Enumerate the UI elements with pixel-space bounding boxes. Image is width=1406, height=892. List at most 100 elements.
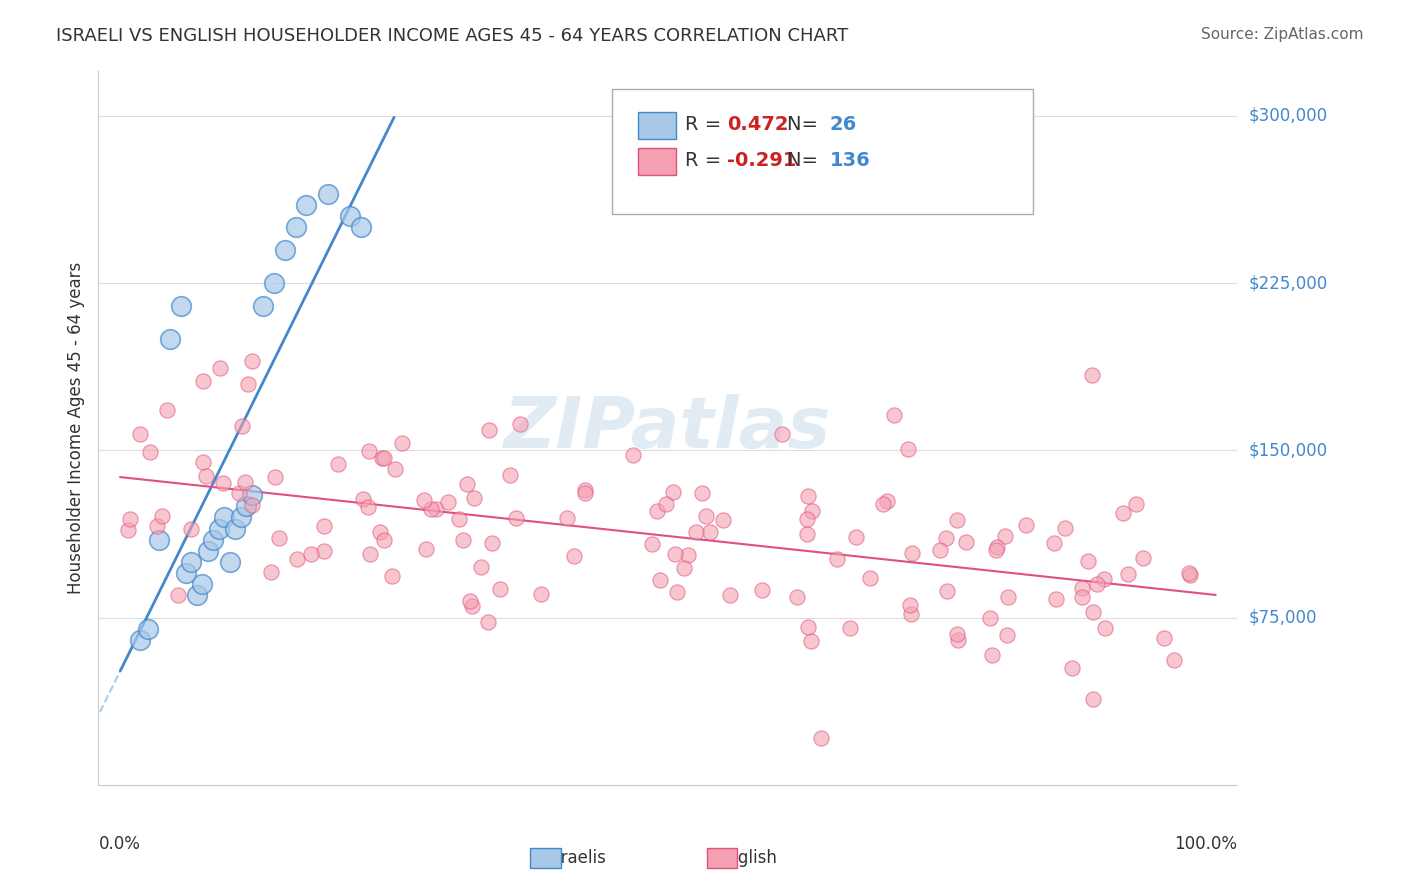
Point bbox=[413, 493, 436, 508]
Point bbox=[935, 531, 957, 545]
Point bbox=[574, 486, 596, 500]
Point bbox=[180, 555, 202, 569]
Point bbox=[314, 544, 336, 558]
Point bbox=[946, 513, 969, 527]
Point bbox=[929, 543, 952, 558]
Point bbox=[838, 621, 860, 635]
Text: Source: ZipAtlas.com: Source: ZipAtlas.com bbox=[1201, 27, 1364, 42]
Point bbox=[797, 489, 820, 503]
Point bbox=[218, 555, 240, 569]
Text: ZIPatlas: ZIPatlas bbox=[505, 393, 831, 463]
Point bbox=[437, 494, 460, 508]
Point bbox=[359, 444, 381, 458]
Point bbox=[1094, 573, 1116, 587]
Point bbox=[1083, 605, 1105, 619]
Point bbox=[167, 588, 190, 602]
FancyBboxPatch shape bbox=[530, 848, 561, 868]
Point bbox=[786, 590, 808, 604]
Point bbox=[224, 521, 246, 535]
Point bbox=[373, 450, 395, 465]
Point bbox=[664, 547, 686, 561]
Point bbox=[1085, 577, 1108, 591]
Point bbox=[1054, 521, 1077, 535]
Point bbox=[900, 607, 922, 622]
Point bbox=[458, 594, 481, 608]
Point bbox=[152, 509, 174, 524]
Point bbox=[796, 512, 818, 526]
Y-axis label: Householder Income Ages 45 - 64 years: Householder Income Ages 45 - 64 years bbox=[66, 262, 84, 594]
Point bbox=[368, 524, 391, 539]
Point bbox=[228, 486, 250, 500]
Point bbox=[214, 510, 236, 524]
Text: 100.0%: 100.0% bbox=[1174, 835, 1237, 853]
Point bbox=[810, 731, 832, 746]
Point bbox=[1163, 653, 1185, 667]
Point bbox=[509, 417, 531, 431]
Text: 136: 136 bbox=[830, 151, 870, 170]
Point bbox=[269, 531, 291, 545]
Point bbox=[129, 633, 152, 648]
Point bbox=[145, 519, 167, 533]
Point bbox=[229, 510, 252, 524]
Point bbox=[284, 220, 307, 235]
Point bbox=[661, 485, 683, 500]
Point bbox=[945, 626, 967, 640]
Point bbox=[685, 524, 707, 539]
Point bbox=[477, 615, 499, 630]
Point bbox=[897, 442, 920, 457]
Point bbox=[981, 648, 1004, 662]
Point bbox=[359, 547, 381, 561]
Text: 0.472: 0.472 bbox=[727, 115, 789, 135]
Point bbox=[935, 584, 957, 599]
Point bbox=[650, 573, 672, 587]
Point bbox=[876, 494, 898, 508]
Point bbox=[425, 502, 447, 516]
Point bbox=[645, 504, 668, 518]
Point bbox=[690, 485, 713, 500]
Point bbox=[711, 513, 734, 527]
Point bbox=[883, 408, 905, 422]
Point bbox=[898, 598, 921, 612]
Point bbox=[984, 542, 1007, 557]
Point bbox=[451, 533, 474, 548]
Point bbox=[240, 354, 263, 368]
Point bbox=[859, 571, 882, 585]
Point bbox=[489, 582, 512, 596]
Point bbox=[946, 633, 969, 648]
Text: 26: 26 bbox=[830, 115, 856, 135]
Point bbox=[299, 548, 322, 562]
Point bbox=[193, 374, 215, 388]
Point bbox=[1045, 592, 1067, 607]
Point bbox=[770, 426, 793, 441]
Text: R =: R = bbox=[685, 151, 727, 170]
Point bbox=[562, 549, 585, 563]
Point bbox=[197, 543, 219, 558]
Text: R =: R = bbox=[685, 115, 727, 135]
Point bbox=[718, 588, 741, 602]
Text: $150,000: $150,000 bbox=[1249, 442, 1327, 459]
Point bbox=[676, 548, 699, 562]
FancyBboxPatch shape bbox=[707, 848, 737, 868]
Point bbox=[1125, 497, 1147, 511]
Point bbox=[212, 476, 235, 491]
Text: N=: N= bbox=[787, 151, 824, 170]
Point bbox=[872, 498, 894, 512]
Point bbox=[901, 546, 924, 560]
Point bbox=[139, 445, 162, 459]
Text: $75,000: $75,000 bbox=[1249, 608, 1317, 627]
Point bbox=[419, 502, 441, 516]
Point bbox=[665, 585, 688, 599]
Point bbox=[655, 497, 678, 511]
Point bbox=[1132, 550, 1154, 565]
Point bbox=[1178, 566, 1201, 581]
Point bbox=[352, 491, 374, 506]
Text: $300,000: $300,000 bbox=[1249, 107, 1327, 125]
Point bbox=[285, 552, 308, 566]
Point bbox=[1081, 692, 1104, 706]
Point bbox=[136, 622, 159, 636]
Text: Israelis: Israelis bbox=[547, 849, 606, 867]
Point bbox=[208, 521, 231, 535]
Point bbox=[800, 634, 823, 648]
Point bbox=[463, 491, 485, 505]
Point bbox=[129, 427, 152, 442]
